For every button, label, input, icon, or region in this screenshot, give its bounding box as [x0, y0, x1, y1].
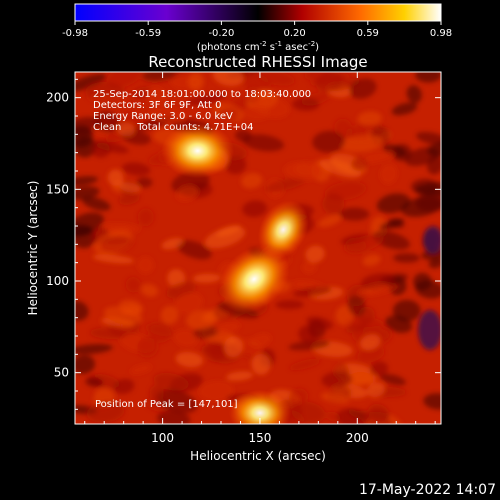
- colorbar-tick-label: 0.98: [430, 28, 452, 39]
- annotation-energy: Energy Range: 3.0 - 6.0 keV: [93, 111, 233, 122]
- peak-position-text: Position of Peak = [147,101]: [95, 399, 238, 410]
- source-blob: [228, 389, 292, 424]
- source-blob: [160, 123, 235, 179]
- y-tick-label: 50: [54, 366, 69, 380]
- colorbar-tick-label: 0.20: [283, 28, 305, 39]
- chart-title: Reconstructed RHESSI Image: [148, 53, 367, 71]
- colorbar-tick-label: 0.59: [357, 28, 379, 39]
- y-axis-ticks: 50 100 150 200: [46, 78, 441, 410]
- heatmap-image: [75, 72, 441, 424]
- colorbar-tick-label: -0.98: [62, 28, 88, 39]
- colorbar-label: (photons cm-2 s-1 asec-2): [197, 40, 319, 53]
- y-axis-label: Heliocentric Y (arcsec): [26, 181, 40, 316]
- colorbar-tick-label: -0.59: [135, 28, 161, 39]
- y-tick-label: 100: [46, 274, 69, 288]
- source-blob: [218, 245, 290, 314]
- x-axis-label: Heliocentric X (arcsec): [190, 449, 326, 463]
- annotation-counts: Clean Total counts: 4.71E+04: [93, 122, 253, 133]
- footer-date: 17-May-2022 14:07: [359, 482, 496, 498]
- colorbar-tick-label: -0.20: [208, 28, 234, 39]
- annotation-detectors: Detectors: 3F 6F 9F, Att 0: [93, 100, 221, 111]
- source-blob: [257, 200, 309, 260]
- y-tick-label: 150: [46, 182, 69, 196]
- plot-frame: [74, 71, 442, 425]
- annotation-time: 25-Sep-2014 18:01:00.000 to 18:03:40.000: [93, 89, 311, 100]
- x-tick-label: 100: [151, 431, 174, 445]
- colorbar-ticks: -0.98 -0.59 -0.20 0.20 0.59 0.98: [62, 21, 452, 39]
- x-axis-ticks: 100 150 200: [84, 72, 436, 445]
- x-tick-label: 200: [346, 431, 369, 445]
- y-tick-label: 200: [46, 91, 69, 105]
- x-tick-label: 150: [248, 431, 271, 445]
- colorbar: [74, 3, 442, 22]
- annotation-block: 25-Sep-2014 18:01:00.000 to 18:03:40.000…: [93, 89, 311, 133]
